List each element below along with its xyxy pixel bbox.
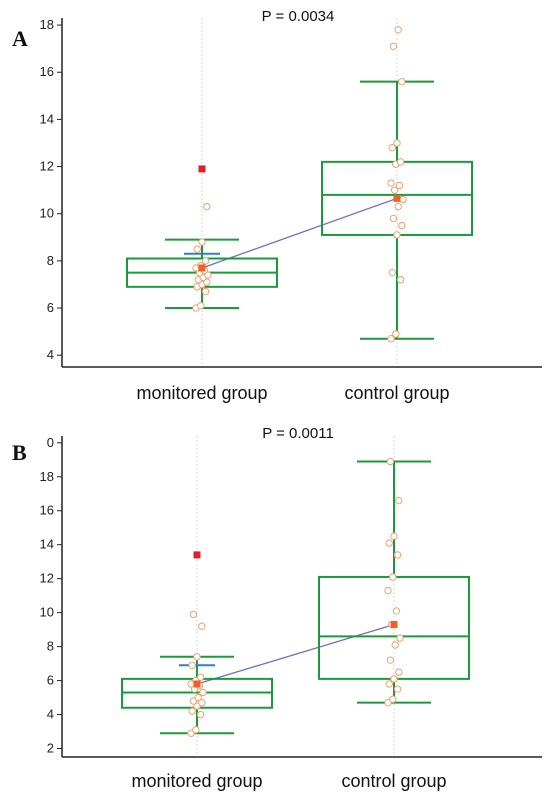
panel-b-box-1-data-point [395, 668, 403, 676]
panel-b-box-1-data-point [386, 656, 395, 664]
panel-a-box-0-data-point [201, 257, 210, 265]
panel-b-box-0-data-point [198, 698, 206, 707]
panel-b-category-label-0: monitored group [131, 771, 262, 791]
panel-a-box-0-data-point [203, 202, 211, 211]
panel-a-y-tick-label-3: 10 [40, 206, 54, 221]
panel-b-mean-connector-line [196, 623, 395, 685]
panel-letter-a: A [12, 26, 28, 51]
panel-a-y-tick-label-5: 14 [40, 111, 54, 126]
panel-b-box-1-data-point [390, 675, 398, 683]
panel-a-box-1-data-point [398, 221, 406, 230]
panel-b-box-1-data-point [389, 573, 397, 581]
panel-b-box-0-data-point [188, 661, 196, 669]
p-value-a: P = 0.0034 [261, 8, 335, 25]
panel-a-box-1-data-point [394, 26, 402, 34]
panel-a-box-1-data-point [393, 139, 401, 147]
panel-b-box-1-data-point [396, 634, 404, 642]
panel-b-box-0-data-point [199, 688, 207, 697]
panel-a-category-label-1: control group [344, 383, 449, 403]
panel-b-box-0-data-point [198, 622, 206, 630]
panel-a-box-1-data-point [387, 335, 395, 343]
panel-b-y-tick-label-4: 10 [40, 605, 54, 620]
panel-a-y-tick-label-1: 6 [47, 300, 54, 315]
panel-b-y-tick-label-9: 0 [47, 435, 54, 450]
panel-b-box-1-data-point [393, 551, 402, 559]
panel-a-box-1-data-point [392, 330, 400, 338]
panel-a-box-0-data-point [197, 301, 205, 310]
panel-b-box-1-data-point [385, 680, 393, 688]
panel-a-y-tick-label-0: 4 [47, 347, 54, 362]
panel-a-box-1-data-point [399, 195, 407, 204]
panel-b-box-1-data-point [392, 607, 401, 615]
panel-b-box-1-data-point [395, 496, 403, 505]
panel-a-box-1-mean-marker [393, 194, 401, 202]
panel-b-box-1-data-point [384, 586, 392, 595]
panel-b-y-tick-label-3: 8 [47, 639, 54, 654]
panel-a-box-1-data-point [396, 276, 405, 284]
panel-a-box-1-data-point [387, 179, 395, 187]
panel-a-box-0-data-point [203, 278, 211, 286]
panel-b-y-tick-label-5: 12 [40, 571, 54, 586]
panel-a-box-0-data-point [193, 245, 201, 253]
panel-a-box-1-data-point [393, 231, 401, 239]
panel-a-y-tick-label-2: 8 [47, 253, 54, 268]
p-value-b: P = 0.0011 [262, 425, 334, 442]
panel-a-box-0-data-point [201, 287, 210, 296]
panel-a-box-1-data-point [396, 158, 405, 166]
panel-b-box-1-mean-marker [390, 621, 398, 629]
panel-a-box-1-data-point [388, 268, 396, 277]
panel-a-box-1-data-point [394, 202, 402, 211]
panel-b-box-1-data-point [386, 457, 395, 466]
panel-a-box-0-outlier-marker [198, 165, 206, 173]
panel-a-box-1-data-point [389, 214, 398, 223]
panel-b-y-tick-label-2: 6 [47, 673, 54, 688]
panel-a-box-0-data-point [204, 271, 212, 279]
panel-a-box-1-data-point [398, 77, 406, 86]
panel-b-box-0-data-point [192, 726, 200, 734]
panel-a-box-0-mean-marker [198, 264, 206, 272]
panel-b-y-tick-label-1: 4 [47, 707, 54, 722]
panel-a-y-tick-label-4: 12 [40, 159, 54, 174]
panel-a-box-1-data-point [390, 186, 399, 194]
panel-b-box-0-outlier-marker [193, 551, 201, 559]
panel-b-box-1-data-point [385, 539, 393, 547]
panel-a-box-0-data-point [198, 238, 206, 246]
panel-b-box-0-data-point [189, 610, 198, 619]
panel-b-y-tick-label-8: 18 [40, 469, 54, 484]
panel-b-box-0-data-point [194, 693, 202, 702]
panel-b-box-1-data-point [393, 685, 402, 693]
panel-b-box-0-data-point [188, 707, 196, 715]
panel-b-box-1-data-point [390, 532, 398, 540]
panel-a-category-label-0: monitored group [136, 383, 267, 403]
panel-a-box-1-data-point [389, 42, 398, 50]
panel-b-category-label-1: control group [341, 771, 446, 791]
panel-b-box-0-mean-marker [193, 680, 201, 688]
panel-b-y-tick-label-7: 16 [40, 503, 54, 518]
panel-a-box-1-data-point [395, 181, 404, 190]
panel-b-box-0-data-point [196, 673, 205, 681]
panel-b-y-tick-label-0: 2 [47, 741, 54, 756]
panel-b-box-1-data-point [391, 641, 399, 649]
panel-a-y-tick-label-6: 16 [40, 64, 54, 79]
panel-letter-b: B [12, 440, 27, 465]
panel-b-box-1-data-point [389, 695, 397, 703]
panel-a-box-1-data-point [388, 143, 396, 152]
panel-b-box-0-data-point [196, 710, 205, 719]
panel-b-y-tick-label-6: 14 [40, 537, 54, 552]
panel-b-box-0-data-point [193, 653, 201, 661]
panel-a-y-tick-label-7: 18 [40, 17, 54, 32]
panel-a-mean-connector-line [201, 197, 398, 269]
